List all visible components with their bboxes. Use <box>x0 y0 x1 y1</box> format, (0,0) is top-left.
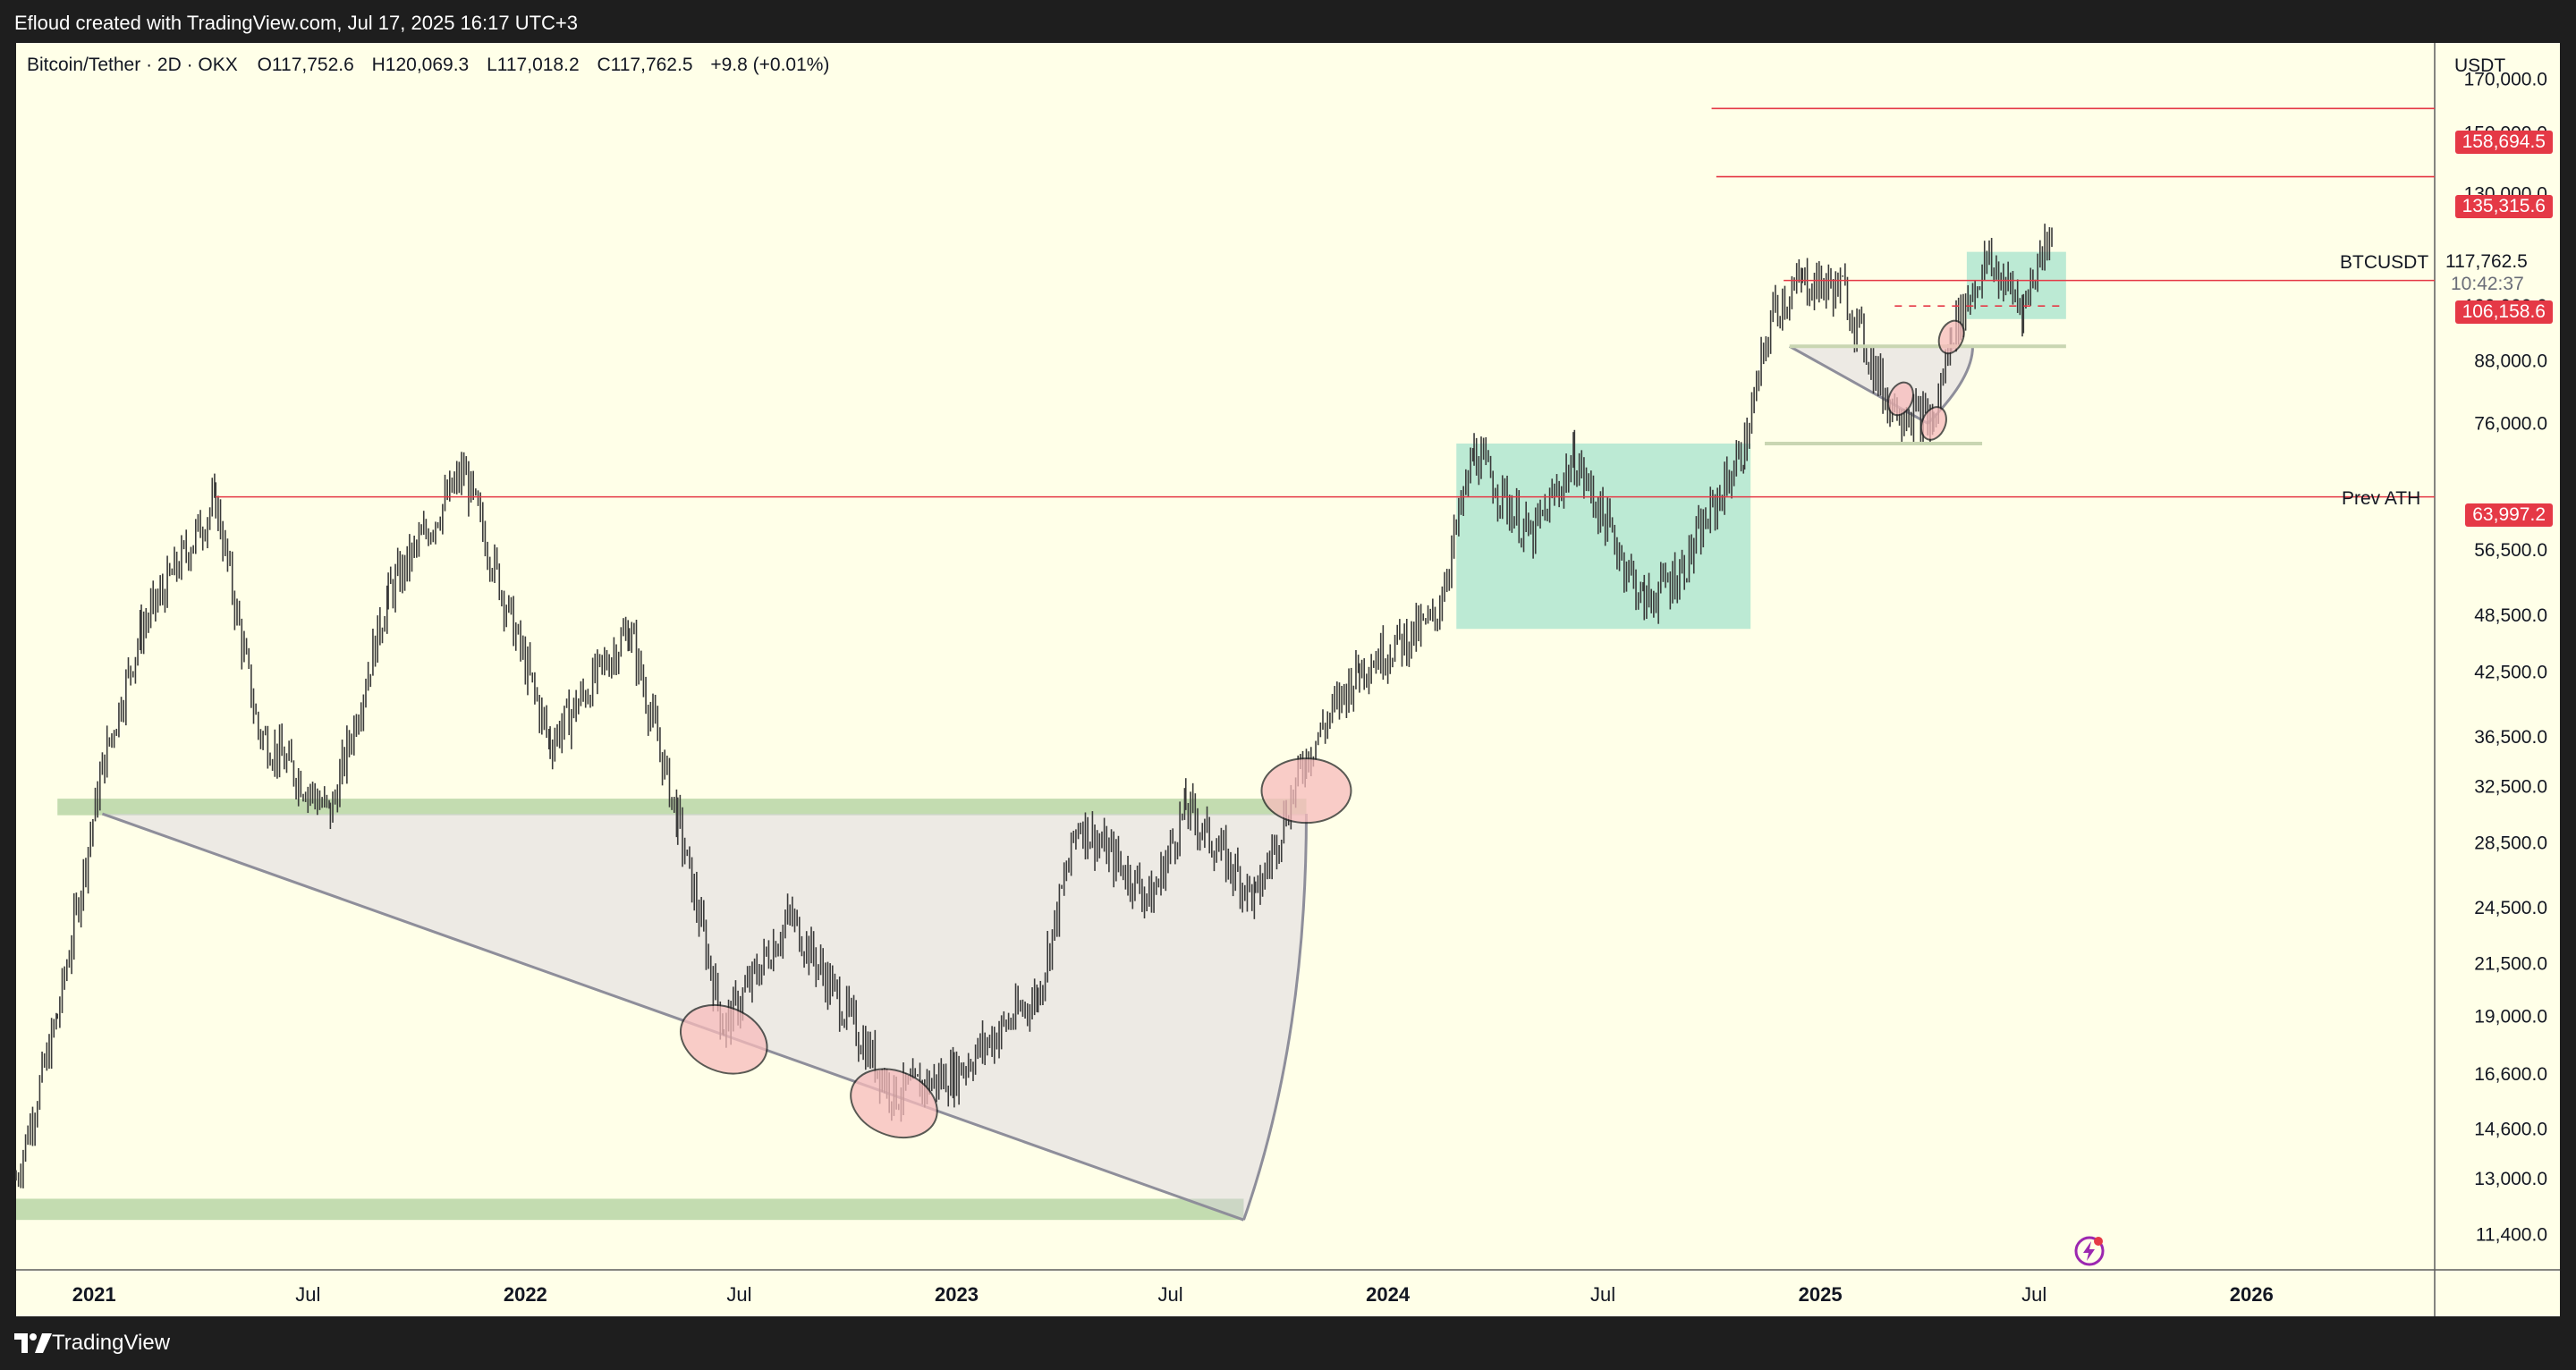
price-tag-135315: 135,315.6 <box>2454 195 2553 218</box>
currency-label[interactable]: USDT <box>2454 55 2506 76</box>
legend-high: H120,069.3 <box>371 55 470 75</box>
price-tick-label: 32,500.0 <box>2474 777 2547 798</box>
top-bar: Efloud created with TradingView.com, Jul… <box>0 0 2576 43</box>
legend-change: +9.8 (+0.01%) <box>710 55 830 75</box>
trendline-0 <box>101 812 1244 1222</box>
legend-open: O117,752.6 <box>257 55 354 75</box>
last-price-label: 117,762.5 <box>2445 251 2528 272</box>
pivot-marker-3 <box>1886 381 1914 417</box>
legend-close: C117,762.5 <box>597 55 693 75</box>
price-tick-label: 42,500.0 <box>2474 662 2547 682</box>
price-tag-63997: 63,997.2 <box>2465 503 2553 527</box>
time-tick-label: Jul <box>1158 1283 1183 1306</box>
price-tick-label: 56,500.0 <box>2474 540 2547 561</box>
pivot-marker-1 <box>850 1068 938 1139</box>
header-caption: Efloud created with TradingView.com, Jul… <box>14 12 579 34</box>
time-tick-label: 2026 <box>2230 1283 2274 1306</box>
time-tick-label: Jul <box>295 1283 320 1306</box>
support-zone-2 <box>16 1198 1244 1221</box>
pivot-marker-0 <box>679 1003 768 1075</box>
time-tick-label: 2022 <box>504 1283 547 1306</box>
price-chart[interactable]: 170,000.0150,000.0130,000.0100,000.088,0… <box>0 0 2576 1316</box>
symbol-line-label: BTCUSDT <box>2340 252 2429 273</box>
flash-icon[interactable] <box>2072 1234 2106 1268</box>
price-tick-label: 24,500.0 <box>2474 898 2547 918</box>
time-tick-label: 2025 <box>1799 1283 1843 1306</box>
price-tick-label: 11,400.0 <box>2476 1225 2547 1246</box>
time-tick-label: Jul <box>2021 1283 2046 1306</box>
price-tick-label: 16,600.0 <box>2474 1064 2547 1085</box>
price-tick-label: 28,500.0 <box>2474 833 2547 853</box>
bar-countdown: 10:42:37 <box>2451 274 2524 294</box>
wedge-arc-0 <box>1242 814 1308 1221</box>
pivot-marker-2 <box>1260 757 1352 825</box>
pivot-marker-4 <box>1919 406 1947 441</box>
price-tick-label: 14,600.0 <box>2474 1119 2547 1139</box>
time-tick-label: 2023 <box>935 1283 979 1306</box>
support-zone-3 <box>57 799 1307 816</box>
time-tick-label: Jul <box>726 1283 751 1306</box>
consolidation-zone-0 <box>1456 443 1751 630</box>
tradingview-logo-icon <box>14 1333 52 1353</box>
time-tick-label: Jul <box>1590 1283 1615 1306</box>
price-tick-label: 48,500.0 <box>2474 605 2547 626</box>
plot-area <box>16 43 2435 1270</box>
legend-low: L117,018.2 <box>487 55 580 75</box>
price-tag-158694: 158,694.5 <box>2454 131 2553 154</box>
footer-brand: TradingView <box>52 1331 171 1355</box>
price-tick-label: 170,000.0 <box>2464 69 2547 89</box>
consolidation-zone-1 <box>1966 251 2066 319</box>
price-tick-label: 21,500.0 <box>2474 953 2547 974</box>
price-tag-106158: 106,158.6 <box>2454 300 2553 324</box>
time-tick-label: 2021 <box>72 1283 116 1306</box>
price-tick-label: 19,000.0 <box>2474 1006 2547 1027</box>
time-scale-panel <box>16 1270 2435 1316</box>
pivot-marker-5 <box>1937 319 1965 355</box>
prev-ath-label: Prev ATH <box>2342 488 2421 509</box>
price-tick-label: 13,000.0 <box>2474 1169 2547 1189</box>
time-tick-label: 2024 <box>1366 1283 1411 1306</box>
ohlc-legend: Bitcoin/Tether · 2D · OKX O117,752.6 H12… <box>27 55 842 76</box>
bottom-bar: TradingView <box>0 1316 2576 1370</box>
price-tick-label: 88,000.0 <box>2474 351 2547 371</box>
price-tick-label: 36,500.0 <box>2474 727 2547 748</box>
symbol-title[interactable]: Bitcoin/Tether · 2D · OKX <box>27 55 238 75</box>
price-tick-label: 76,000.0 <box>2474 413 2547 434</box>
price-scale-panel <box>2435 43 2560 1316</box>
